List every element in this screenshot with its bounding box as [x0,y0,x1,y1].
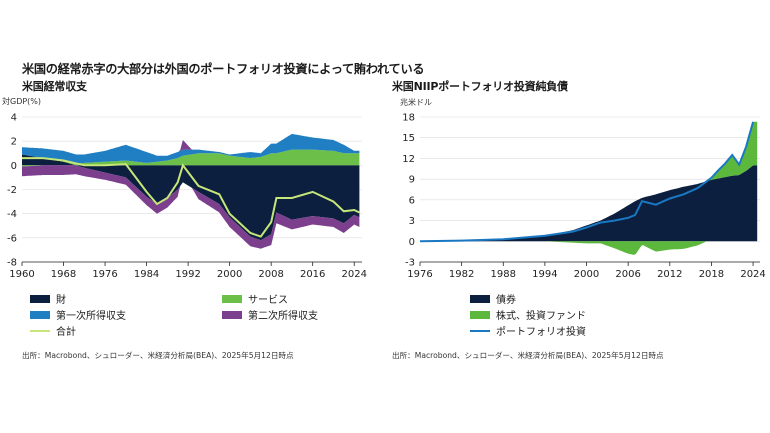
chart1-xtick-label: 1968 [51,269,76,280]
legend-portfolio-swatch [470,329,490,332]
chart2-xtick-label: 2000 [574,269,599,280]
chart1-xtick-label: 2008 [258,269,283,280]
chart1-xtick-label: 1960 [9,269,34,280]
chart2-ytick-label: 15 [402,133,415,144]
chart1-ytick-label: -8 [7,258,17,269]
chart1-xtick-label: 1984 [134,269,159,280]
chart1-unit: 対GDP(%) [2,97,42,106]
legend-portfolio: ポートフォリオ投資 [470,323,586,338]
legend-secondary-income: 第二次所得収支 [222,307,318,322]
legend-primary-income: 第一次所得収支 [30,307,126,322]
legend-bonds-label: 債券 [496,295,516,306]
legend-primary-income-label: 第一次所得収支 [56,311,126,322]
chart2-xtick-label: 1976 [407,269,432,280]
legend-secondary-income-swatch [222,310,242,319]
total-line [22,157,360,238]
chart1-ytick-label: 4 [11,113,17,124]
legend-equity-swatch [470,310,490,319]
legend-bonds: 債券 [470,291,516,306]
chart2-ytick-label: 0 [409,237,415,248]
chart1-ytick-label: 0 [11,161,17,172]
bonds-area [420,165,758,242]
legend-goods: 財 [30,291,66,306]
secondary-income-area-negative [22,165,360,249]
chart2-xtick-label: 2006 [615,269,640,280]
chart2-title: 米国NIIPポートフォリオ投資純負債 [392,80,568,93]
chart1-title: 米国経常収支 [22,80,87,93]
legend-goods-label: 財 [56,295,66,306]
goods-area-negative [22,165,360,241]
chart1-xtick-label: 2024 [341,269,366,280]
chart2-xtick-label: 1994 [532,269,557,280]
chart2-xtick-label: 1982 [449,269,474,280]
chart2-xtick-label: 2024 [740,269,765,280]
legend-bonds-swatch [470,294,490,303]
chart1-xtick-label: 1992 [175,269,200,280]
chart1-ytick-label: -4 [7,209,17,220]
legend-portfolio-label: ポートフォリオ投資 [496,327,586,338]
legend-services-label: サービス [248,295,288,306]
legend-services-swatch [222,294,242,303]
chart2-ytick-label: -3 [405,258,415,269]
chart1-ytick-label: 2 [11,137,17,148]
chart2-ytick-label: 18 [402,113,415,124]
services-area-positive [22,149,360,166]
chart2-ytick-label: 6 [409,195,415,206]
chart2-ytick-label: 9 [409,175,415,186]
chart2-xtick-label: 2012 [657,269,682,280]
chart2-unit: 兆米ドル [400,98,432,107]
main-title: 米国の経常赤字の大部分は外国のポートフォリオ投資によって賄われている [22,62,425,76]
legend-primary-income-swatch [30,310,50,319]
chart1-xtick-label: 1976 [92,269,117,280]
legend-total-label: 合計 [56,327,76,338]
legend-equity: 株式、投資ファンド [470,307,586,322]
primary-income-area-positive [22,133,360,164]
portfolio-line [419,121,755,243]
chart1-ytick-label: -2 [7,185,17,196]
chart2-source: 出所：Macrobond、シュローダー、米経済分析局(BEA)、2025年5月1… [392,351,664,360]
chart2-ytick-label: 12 [402,154,415,165]
chart1-ytick-label: -6 [7,233,17,244]
chart1-xtick-label: 2016 [300,269,325,280]
chart2-ytick-label: 3 [409,216,415,227]
legend-services: サービス [222,291,288,306]
legend-equity-label: 株式、投資ファンド [496,311,586,322]
legend-total: 合計 [30,323,76,338]
legend-goods-swatch [30,294,50,303]
equity-area-negative [420,241,758,255]
legend-total-swatch [30,329,50,332]
legend-secondary-income-label: 第二次所得収支 [248,311,318,322]
chart2-xtick-label: 2018 [699,269,724,280]
chart2-xtick-label: 1988 [491,269,516,280]
chart1-xtick-label: 2000 [217,269,242,280]
goods-area-positive [22,154,360,166]
chart1-source: 出所：Macrobond、シュローダー、米経済分析局(BEA)、2025年5月1… [22,351,294,360]
